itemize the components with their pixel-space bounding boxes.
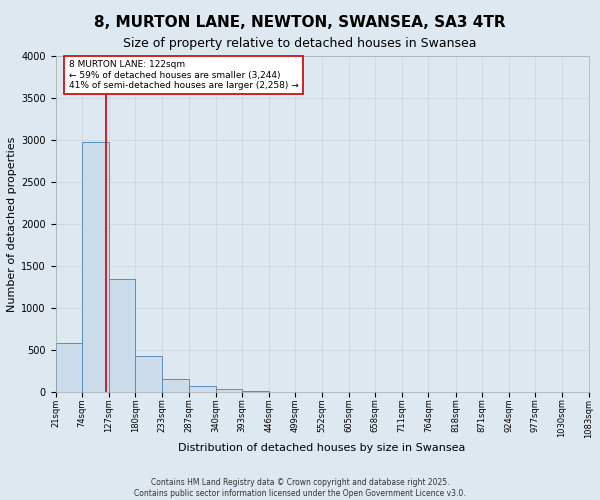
- Text: Size of property relative to detached houses in Swansea: Size of property relative to detached ho…: [123, 38, 477, 51]
- Text: Contains HM Land Registry data © Crown copyright and database right 2025.
Contai: Contains HM Land Registry data © Crown c…: [134, 478, 466, 498]
- Bar: [56, 344, 82, 392]
- Bar: [136, 356, 162, 392]
- Bar: [215, 389, 242, 392]
- Y-axis label: Number of detached properties: Number of detached properties: [7, 136, 17, 312]
- Bar: [189, 386, 215, 392]
- Bar: [162, 378, 189, 392]
- Bar: [82, 142, 109, 392]
- Bar: [242, 391, 269, 392]
- X-axis label: Distribution of detached houses by size in Swansea: Distribution of detached houses by size …: [178, 443, 466, 453]
- Bar: [109, 278, 136, 392]
- Text: 8 MURTON LANE: 122sqm
← 59% of detached houses are smaller (3,244)
41% of semi-d: 8 MURTON LANE: 122sqm ← 59% of detached …: [68, 60, 298, 90]
- Text: 8, MURTON LANE, NEWTON, SWANSEA, SA3 4TR: 8, MURTON LANE, NEWTON, SWANSEA, SA3 4TR: [94, 15, 506, 30]
